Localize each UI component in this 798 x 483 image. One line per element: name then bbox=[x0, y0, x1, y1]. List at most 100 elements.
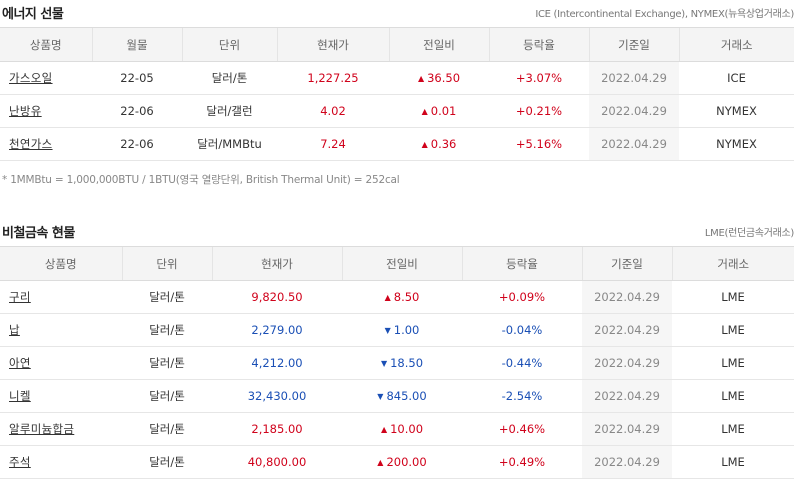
exchange-cell: LME bbox=[672, 412, 794, 446]
commodity-link[interactable]: 알루미늄합금 bbox=[9, 422, 75, 436]
change-cell: ▲ 0.01 bbox=[389, 94, 489, 128]
metals-section-title: 비철금속 현물 bbox=[2, 226, 75, 241]
product-name-cell: 가스오일 bbox=[0, 61, 92, 95]
exchange-cell: NYMEX bbox=[679, 94, 794, 128]
col-header: 전일비 bbox=[341, 246, 462, 281]
contract-month-cell: 22-06 bbox=[92, 127, 182, 161]
col-header: 현재가 bbox=[211, 246, 342, 281]
product-name-cell: 납 bbox=[0, 313, 122, 347]
change-value: 845.00 bbox=[386, 389, 427, 403]
triangle-up-icon: ▲ bbox=[421, 107, 428, 116]
base-date-cell: 2022.04.29 bbox=[582, 412, 672, 446]
exchange-cell: ICE bbox=[679, 61, 794, 95]
commodity-link[interactable]: 난방유 bbox=[9, 104, 42, 118]
col-header: 단위 bbox=[181, 27, 277, 62]
date-value: 2022.04.29 bbox=[601, 104, 667, 118]
exchange-cell: LME bbox=[672, 346, 794, 380]
commodity-link[interactable]: 납 bbox=[9, 323, 20, 337]
product-name-cell: 알루미늄합금 bbox=[0, 412, 122, 446]
col-header: 거래소 bbox=[678, 27, 794, 62]
unit-cell: 달러/톤 bbox=[122, 346, 212, 380]
base-date-cell: 2022.04.29 bbox=[589, 94, 679, 128]
change-rate-cell: +5.16% bbox=[489, 127, 589, 161]
exchange-cell: LME bbox=[672, 445, 794, 479]
col-header: 등락율 bbox=[488, 27, 589, 62]
change-value: 1.00 bbox=[393, 323, 420, 337]
col-header: 등락율 bbox=[461, 246, 582, 281]
change-value: 36.50 bbox=[427, 71, 461, 85]
exchange-cell: LME bbox=[672, 313, 794, 347]
change-cell: ▲ 36.50 bbox=[389, 61, 489, 95]
date-value: 2022.04.29 bbox=[594, 356, 660, 370]
commodity-link[interactable]: 구리 bbox=[9, 290, 31, 304]
change-cell: ▲ 10.00 bbox=[342, 412, 462, 446]
table-row: 니켈 달러/톤 32,430.00 ▼ 845.00 -2.54% 2022.04.29 LM… bbox=[0, 379, 794, 413]
unit-cell: 달러/톤 bbox=[122, 379, 212, 413]
date-value: 2022.04.29 bbox=[601, 71, 667, 85]
base-date-cell: 2022.04.29 bbox=[582, 379, 672, 413]
date-value: 2022.04.29 bbox=[594, 422, 660, 436]
change-cell: ▼ 1.00 bbox=[342, 313, 462, 347]
commodity-link[interactable]: 주석 bbox=[9, 455, 31, 469]
table-row: 천연가스 22-06 달러/MMBtu 7.24 ▲ 0.36 +5.16% 2022.04.… bbox=[0, 127, 794, 161]
exchange-cell: LME bbox=[672, 280, 794, 314]
col-header: 단위 bbox=[121, 246, 212, 281]
base-date-cell: 2022.04.29 bbox=[582, 445, 672, 479]
unit-cell: 달러/톤 bbox=[122, 313, 212, 347]
change-value: 0.01 bbox=[430, 104, 457, 118]
current-price-cell: 7.24 bbox=[277, 127, 389, 161]
triangle-up-icon: ▲ bbox=[377, 458, 384, 467]
energy-header-row: 상품명 월물 단위 현재가 전일비 등락율 기준일 거래소 bbox=[0, 27, 794, 62]
date-value: 2022.04.29 bbox=[594, 323, 660, 337]
change-rate-cell: -2.54% bbox=[462, 379, 582, 413]
commodity-link[interactable]: 천연가스 bbox=[9, 137, 53, 151]
unit-cell: 달러/톤 bbox=[122, 280, 212, 314]
metals-header-row: 상품명 단위 현재가 전일비 등락율 기준일 거래소 bbox=[0, 246, 794, 281]
table-row: 알루미늄합금 달러/톤 2,185.00 ▲ 10.00 +0.46% 2022.04.29… bbox=[0, 412, 794, 446]
energy-section-header: 에너지 선물 ICE (Intercontinental Exchange), … bbox=[0, 3, 798, 23]
col-header: 현재가 bbox=[276, 27, 389, 62]
contract-month-cell: 22-06 bbox=[92, 94, 182, 128]
col-header: 전일비 bbox=[388, 27, 489, 62]
table-row: 구리 달러/톤 9,820.50 ▲ 8.50 +0.09% 2022.04.29 LME bbox=[0, 280, 794, 314]
product-name-cell: 주석 bbox=[0, 445, 122, 479]
commodity-link[interactable]: 아연 bbox=[9, 356, 31, 370]
col-header: 월물 bbox=[91, 27, 182, 62]
current-price-cell: 4.02 bbox=[277, 94, 389, 128]
triangle-up-icon: ▲ bbox=[417, 74, 425, 83]
change-rate-cell: +0.49% bbox=[462, 445, 582, 479]
current-price-cell: 1,227.25 bbox=[277, 61, 389, 95]
exchange-cell: LME bbox=[672, 379, 794, 413]
energy-footnote: * 1MMBtu = 1,000,000BTU / 1BTU(영국 열량단위, … bbox=[2, 174, 400, 186]
current-price-cell: 4,212.00 bbox=[212, 346, 342, 380]
commodity-link[interactable]: 니켈 bbox=[9, 389, 31, 403]
current-price-cell: 2,279.00 bbox=[212, 313, 342, 347]
change-cell: ▲ 0.36 bbox=[389, 127, 489, 161]
unit-cell: 달러/톤 bbox=[182, 61, 277, 95]
metals-section-header: 비철금속 현물 LME(런던금속거래소) bbox=[0, 222, 798, 242]
date-value: 2022.04.29 bbox=[594, 389, 660, 403]
change-rate-cell: +3.07% bbox=[489, 61, 589, 95]
triangle-down-icon: ▼ bbox=[384, 326, 391, 335]
current-price-cell: 9,820.50 bbox=[212, 280, 342, 314]
change-cell: ▲ 8.50 bbox=[342, 280, 462, 314]
table-row: 가스오일 22-05 달러/톤 1,227.25 ▲ 36.50 +3.07% 2022.04… bbox=[0, 61, 794, 95]
base-date-cell: 2022.04.29 bbox=[582, 313, 672, 347]
unit-cell: 달러/톤 bbox=[122, 412, 212, 446]
metals-source: LME(런던금속거래소) bbox=[704, 228, 794, 239]
energy-section-title: 에너지 선물 bbox=[2, 7, 64, 22]
commodity-link[interactable]: 가스오일 bbox=[9, 71, 53, 85]
exchange-cell: NYMEX bbox=[679, 127, 794, 161]
product-name-cell: 니켈 bbox=[0, 379, 122, 413]
table-row: 아연 달러/톤 4,212.00 ▼ 18.50 -0.44% 2022.04.29 LME bbox=[0, 346, 794, 380]
change-rate-cell: -0.44% bbox=[462, 346, 582, 380]
change-cell: ▼ 845.00 bbox=[342, 379, 462, 413]
change-cell: ▲ 200.00 bbox=[342, 445, 462, 479]
col-header: 거래소 bbox=[671, 246, 794, 281]
triangle-down-icon: ▼ bbox=[377, 392, 384, 401]
change-value: 18.50 bbox=[390, 356, 424, 370]
triangle-down-icon: ▼ bbox=[380, 359, 388, 368]
current-price-cell: 40,800.00 bbox=[212, 445, 342, 479]
table-row: 주석 달러/톤 40,800.00 ▲ 200.00 +0.49% 2022.04.29 LM… bbox=[0, 445, 794, 479]
change-rate-cell: +0.46% bbox=[462, 412, 582, 446]
